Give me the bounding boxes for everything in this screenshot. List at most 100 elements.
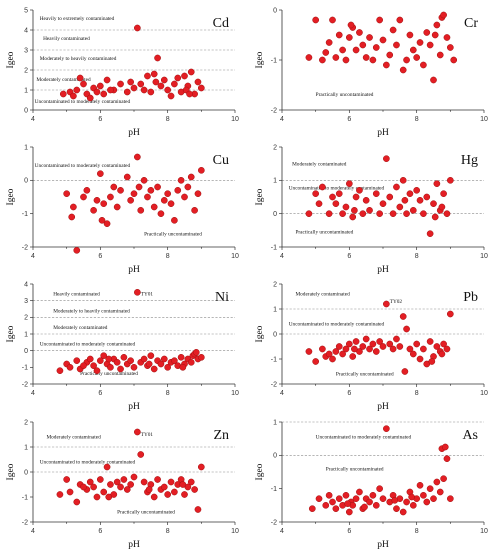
- data-point: [376, 338, 383, 345]
- data-point: [312, 16, 320, 24]
- y-tick-label: -2: [22, 519, 28, 526]
- x-tick-label: 4: [31, 253, 35, 260]
- y-tick-label: 5: [24, 7, 28, 14]
- data-point: [80, 80, 87, 88]
- data-point: [332, 505, 340, 513]
- data-point: [325, 39, 333, 46]
- data-point: [197, 463, 205, 471]
- data-point: [413, 54, 421, 61]
- data-point: [187, 358, 195, 366]
- data-point: [107, 86, 114, 94]
- data-point: [120, 353, 128, 361]
- data-point: [130, 84, 138, 92]
- zone-label: Moderately to heavily contaminated: [53, 308, 130, 314]
- data-point: [335, 31, 343, 39]
- element-label: Cu: [213, 153, 229, 168]
- data-point: [96, 170, 104, 178]
- data-point: [137, 206, 145, 214]
- data-point: [140, 478, 148, 486]
- panel-cd: 4 6 8 10 0 1 2 3 4 5 pH Igeo Cd Heavily to extremely …: [6, 7, 239, 138]
- y-tick-label: 2: [24, 315, 28, 322]
- data-point: [362, 335, 370, 343]
- data-point: [181, 193, 188, 201]
- data-point: [103, 463, 111, 471]
- data-point: [144, 193, 151, 201]
- data-point: [376, 16, 383, 24]
- data-point: [103, 220, 111, 228]
- data-point: [440, 340, 447, 348]
- data-point: [322, 501, 330, 509]
- data-point: [406, 345, 414, 353]
- data-point: [197, 353, 205, 361]
- sample-label: TY01: [141, 432, 154, 438]
- data-point: [393, 41, 400, 49]
- x-tick-label: 8: [166, 253, 170, 260]
- data-point: [137, 451, 145, 458]
- x-tick-label: 8: [166, 528, 170, 535]
- data-point: [372, 501, 380, 509]
- data-point: [409, 206, 417, 214]
- data-point: [325, 491, 333, 499]
- data-point: [134, 24, 141, 32]
- data-point: [389, 345, 397, 353]
- x-tick-label: 8: [415, 253, 419, 260]
- zone-label: Moderately contaminated: [53, 325, 108, 331]
- data-point: [438, 350, 446, 358]
- data-point: [130, 190, 138, 198]
- data-point: [140, 176, 148, 184]
- data-point: [372, 348, 380, 355]
- data-point: [113, 203, 121, 211]
- zone-label: Practically uncontaminated: [336, 371, 394, 377]
- data-point: [86, 94, 94, 102]
- data-point: [171, 488, 178, 496]
- data-point: [440, 190, 447, 198]
- data-point: [403, 498, 410, 506]
- x-axis-label: pH: [377, 265, 389, 275]
- x-tick-label: 6: [98, 116, 102, 123]
- data-point: [160, 76, 168, 84]
- data-point: [428, 358, 436, 365]
- data-point: [361, 503, 368, 511]
- data-point: [113, 358, 121, 366]
- data-point: [403, 325, 410, 333]
- data-point: [174, 186, 182, 194]
- x-axis-label: pH: [128, 128, 140, 138]
- x-axis-label: pH: [128, 265, 140, 275]
- y-tick-label: 2: [273, 144, 277, 151]
- panel-as: 4 6 8 10 -2 -1 0 1 pH Igeo As Uncontaminated to mod…: [255, 419, 488, 550]
- y-axis-label: Igeo: [6, 463, 16, 480]
- data-point: [329, 355, 336, 363]
- data-point: [423, 193, 431, 201]
- data-point: [197, 84, 205, 92]
- data-point: [433, 21, 441, 29]
- data-point: [335, 343, 343, 350]
- y-tick-label: -1: [22, 211, 28, 218]
- data-point: [376, 210, 383, 218]
- data-point: [177, 353, 185, 361]
- data-point: [344, 500, 351, 508]
- data-point: [393, 183, 400, 191]
- data-point: [342, 345, 350, 353]
- data-point: [423, 29, 431, 36]
- data-point: [90, 206, 97, 214]
- x-tick-label: 8: [415, 390, 419, 397]
- data-point: [147, 88, 155, 96]
- data-point: [420, 61, 427, 69]
- data-point: [372, 190, 380, 198]
- x-tick-label: 10: [231, 253, 239, 260]
- data-point: [389, 210, 397, 218]
- data-point: [319, 56, 326, 64]
- data-point: [192, 348, 200, 356]
- data-point: [150, 365, 158, 373]
- data-point: [376, 485, 383, 493]
- x-tick-label: 8: [415, 116, 419, 123]
- x-tick-label: 4: [31, 116, 35, 123]
- element-label: Hg: [461, 153, 478, 168]
- y-tick-label: 0: [24, 107, 28, 114]
- data-point: [335, 190, 343, 198]
- data-point: [366, 206, 373, 214]
- data-point: [440, 475, 447, 483]
- panel-ni: 4 6 8 10 -2 -1 0 1 2 3 4 pH Igeo Ni Heavily contaminat…: [6, 281, 239, 412]
- data-point: [127, 481, 134, 488]
- x-tick-label: 4: [280, 116, 284, 123]
